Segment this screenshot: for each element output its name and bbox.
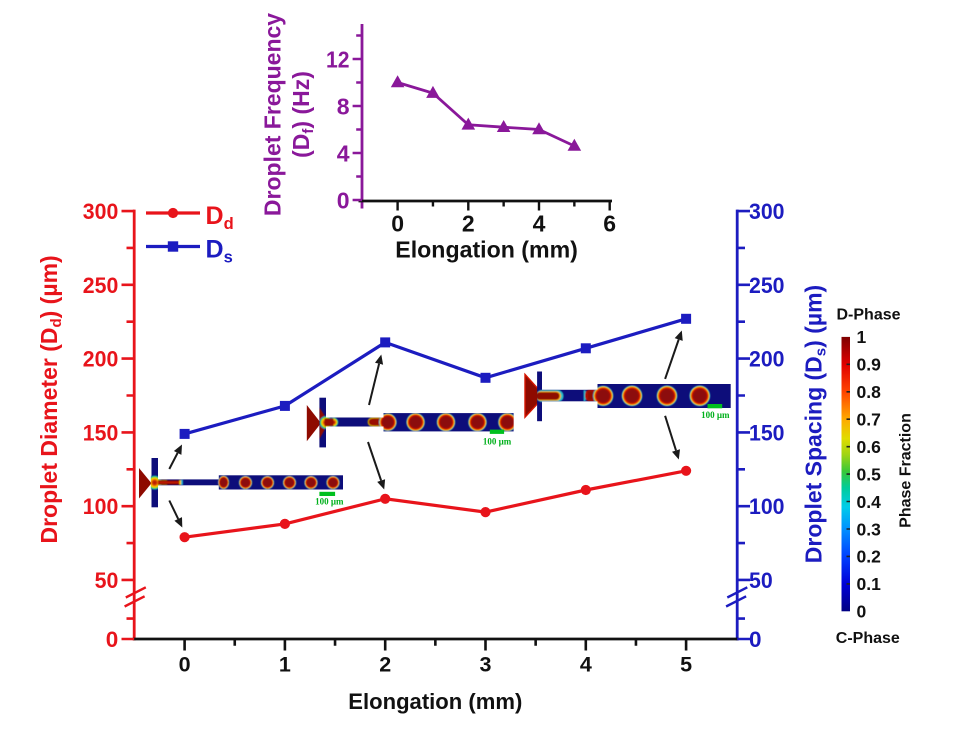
svg-text:100 µm: 100 µm (315, 497, 344, 507)
svg-text:0: 0 (179, 653, 191, 677)
svg-text:Phase Fraction: Phase Fraction (898, 413, 915, 528)
svg-text:0.2: 0.2 (857, 547, 882, 567)
svg-text:0.1: 0.1 (857, 574, 882, 594)
svg-text:4: 4 (580, 653, 592, 677)
svg-text:0: 0 (337, 187, 350, 213)
svg-text:100 µm: 100 µm (701, 410, 730, 420)
svg-text:300: 300 (83, 199, 119, 224)
svg-text:5: 5 (680, 653, 692, 677)
svg-text:0.5: 0.5 (857, 464, 882, 484)
svg-text:150: 150 (749, 420, 785, 445)
svg-text:1: 1 (279, 653, 291, 677)
svg-text:3: 3 (480, 653, 492, 677)
svg-text:0.4: 0.4 (857, 492, 882, 512)
svg-text:Elongation (mm): Elongation (mm) (348, 689, 522, 714)
svg-text:50: 50 (95, 568, 119, 593)
svg-text:300: 300 (749, 199, 785, 224)
svg-text:4: 4 (533, 211, 546, 237)
svg-text:100: 100 (749, 494, 785, 519)
svg-text:2: 2 (462, 211, 475, 237)
svg-text:0: 0 (857, 602, 867, 622)
svg-text:150: 150 (83, 420, 119, 445)
svg-text:(Df) (Hz): (Df) (Hz) (288, 71, 317, 158)
svg-text:100: 100 (83, 494, 119, 519)
svg-text:D-Phase: D-Phase (836, 306, 900, 323)
svg-text:200: 200 (83, 347, 119, 372)
svg-text:2: 2 (379, 653, 391, 677)
svg-text:0.7: 0.7 (857, 410, 881, 430)
svg-text:C-Phase: C-Phase (836, 630, 900, 647)
svg-text:0: 0 (391, 211, 404, 237)
svg-text:6: 6 (603, 211, 616, 237)
svg-text:200: 200 (749, 347, 785, 372)
svg-text:50: 50 (749, 568, 773, 593)
svg-text:12: 12 (326, 46, 350, 72)
svg-text:0.9: 0.9 (857, 355, 882, 375)
svg-text:Droplet Spacing (Ds) (µm): Droplet Spacing (Ds) (µm) (801, 285, 830, 563)
svg-text:Droplet Frequency: Droplet Frequency (260, 13, 286, 216)
svg-text:Elongation (mm): Elongation (mm) (395, 237, 578, 263)
svg-text:0: 0 (106, 627, 119, 652)
svg-text:1: 1 (857, 327, 867, 347)
svg-text:Droplet Diameter (Dd) (µm): Droplet Diameter (Dd) (µm) (36, 255, 65, 543)
svg-text:250: 250 (749, 273, 785, 298)
svg-text:0.6: 0.6 (857, 437, 882, 457)
svg-text:250: 250 (83, 273, 119, 298)
svg-text:4: 4 (337, 140, 350, 166)
svg-text:100 µm: 100 µm (483, 437, 512, 447)
svg-text:0.3: 0.3 (857, 519, 882, 539)
svg-text:8: 8 (337, 93, 350, 119)
svg-text:0: 0 (749, 627, 762, 652)
svg-text:0.8: 0.8 (857, 382, 882, 402)
